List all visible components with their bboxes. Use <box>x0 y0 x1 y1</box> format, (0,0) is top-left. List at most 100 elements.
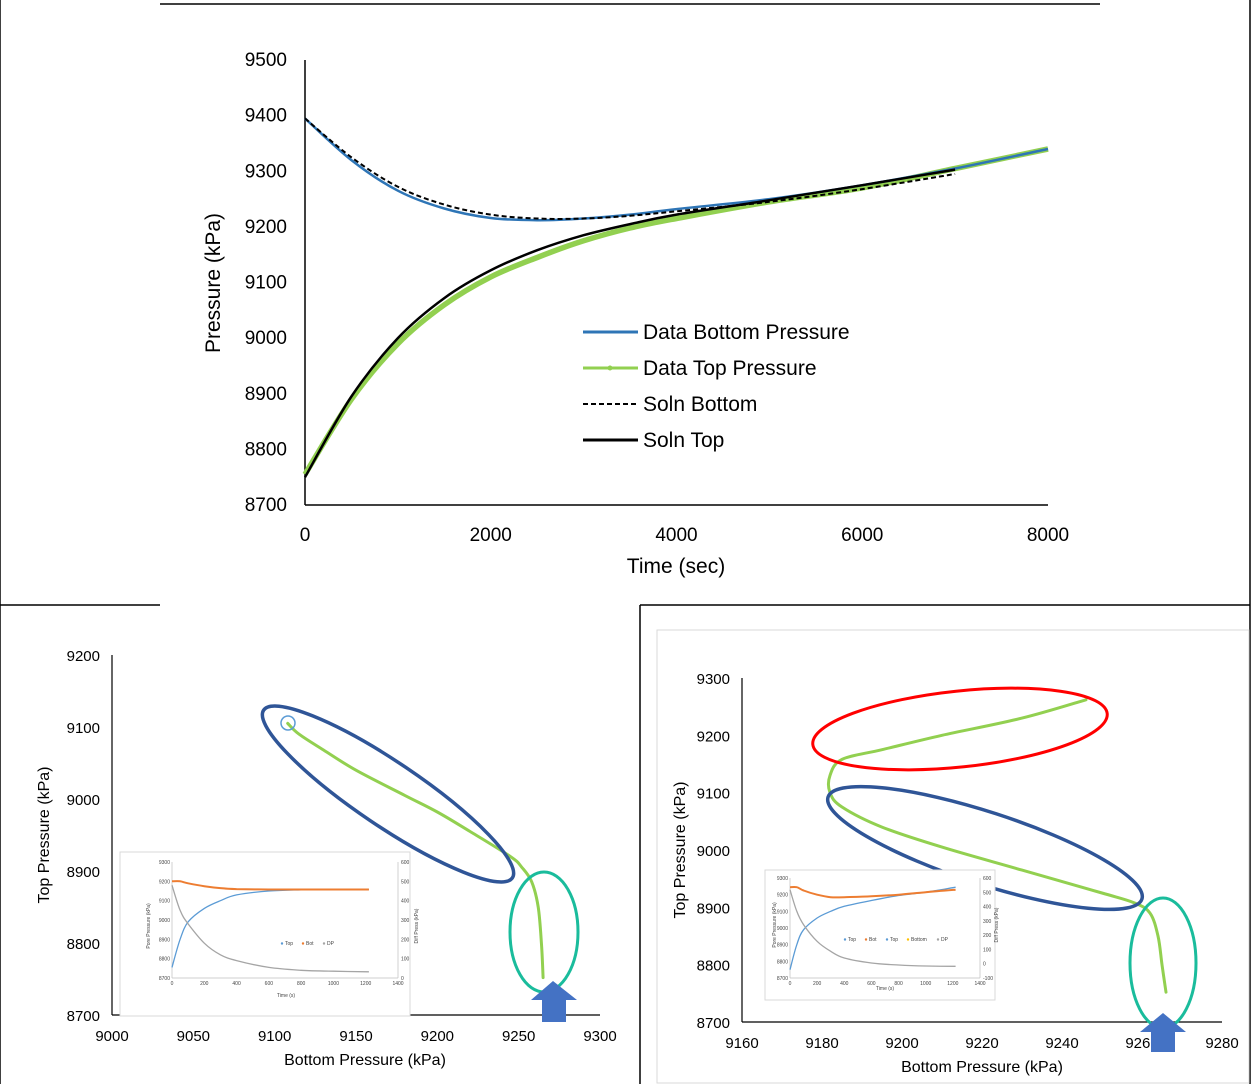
bl-y-tick-label: 8900 <box>67 864 100 881</box>
bl-y-tick-label: 8700 <box>67 1008 100 1025</box>
bottom-right-chart: 8700 8800 8900 9000 9100 9200 9300 9160 9180 920… <box>656 629 1250 1084</box>
main-x-tick-label: 8000 <box>1027 525 1069 546</box>
main-series-data-top-pressure <box>302 146 1049 476</box>
bl-inset-y2-tick: 0 <box>401 976 404 982</box>
br-inset-series-dp <box>789 889 956 967</box>
br-y-tick-label: 8700 <box>697 1015 730 1032</box>
main-x-tick-label: 0 <box>300 525 311 546</box>
br-x-axis-label: Bottom Pressure (kPa) <box>901 1059 1063 1076</box>
br-x-tick-label: 9160 <box>725 1035 758 1052</box>
br-inset-y2-tick: 100 <box>983 947 992 953</box>
br-inset-legend-marker <box>864 938 868 941</box>
main-x-tick-label: 6000 <box>841 525 883 546</box>
main-series-soln-bottom <box>304 117 956 220</box>
bl-inset-legend-marker <box>322 942 326 945</box>
main-y-tick-label: 9300 <box>245 161 287 182</box>
bl-inset-legend-label: Top <box>285 941 293 947</box>
bl-inset-y-tick: 8800 <box>159 957 170 963</box>
bl-inset-y2-tick: 600 <box>401 860 410 866</box>
bl-series <box>286 721 545 980</box>
main-y-tick-label: 8800 <box>245 439 287 460</box>
main-x-ticks: 0 2000 4000 6000 8000 <box>300 525 1069 546</box>
br-x-tick-label: 9220 <box>965 1035 998 1052</box>
br-inset-y-tick: 8900 <box>777 943 788 949</box>
bl-inset-series-bot <box>171 880 369 891</box>
br-y-tick-label: 8900 <box>697 900 730 917</box>
main-x-tick-label: 2000 <box>470 525 512 546</box>
br-inset-y-tick: 8800 <box>777 959 788 965</box>
bl-inset-ylabel: Pore Pressure (kPa) <box>146 903 152 949</box>
bl-inset-xlabel: Time (s) <box>277 993 295 999</box>
br-inset-legend-marker <box>885 938 889 941</box>
legend-marker-data-top <box>607 365 613 371</box>
br-inset-legend-label: Top <box>890 937 898 943</box>
main-y-tick-label: 9200 <box>245 217 287 238</box>
main-legend: Data Bottom Pressure Data Top Pressure S… <box>583 321 850 452</box>
bl-inset-y2-tick: 500 <box>401 879 410 885</box>
br-inset-legend-marker <box>936 938 940 941</box>
main-series-data-bottom-pressure <box>304 117 1049 222</box>
br-y-tick-label: 9200 <box>697 728 730 745</box>
br-red-ellipse <box>811 686 1109 772</box>
br-inset-y2-tick: 400 <box>983 905 992 911</box>
br-inset-x-tick: 1200 <box>947 981 958 987</box>
br-inset-y-tick: 9100 <box>777 909 788 915</box>
bl-inset-legend-marker <box>301 942 305 945</box>
bl-inset-x-tick: 1400 <box>392 981 403 987</box>
legend-label-soln-bottom: Soln Bottom <box>643 393 757 416</box>
bl-y-tick-label: 8800 <box>67 936 100 953</box>
br-y-tick-label: 8800 <box>697 958 730 975</box>
legend-label-data-bottom: Data Bottom Pressure <box>643 321 850 344</box>
bl-inset-y2-tick: 200 <box>401 937 410 943</box>
br-inset-legend-label: Bot <box>869 937 877 943</box>
br-panel-border <box>656 629 1250 1084</box>
br-inset-ylabel: Pore Pressure (kPa) <box>772 902 778 948</box>
br-inset-legend-marker <box>906 938 910 941</box>
main-y-tick-label: 9500 <box>245 50 287 71</box>
bl-y-axis-label: Top Pressure (kPa) <box>36 767 53 904</box>
bl-up-arrow <box>531 981 577 1022</box>
br-x-ticks: 9160 9180 9200 9220 9240 9260 9280 <box>725 1035 1238 1052</box>
br-inset-legend-label: Top <box>848 937 856 943</box>
br-inset-x-tick: 600 <box>867 981 876 987</box>
bl-inset-chart: 0 200 400 600 800 1000 1200 1400870088008900900… <box>119 851 420 1017</box>
br-inset-x-tick: 0 <box>789 981 792 987</box>
br-inset-x-tick: 1000 <box>920 981 931 987</box>
main-y-tick-label: 9000 <box>245 328 287 349</box>
bottom-left-chart: 8700 8800 8900 9000 9100 9200 9000 9050 9100 915… <box>36 648 617 1069</box>
br-y-axis-label: Top Pressure (kPa) <box>672 782 689 919</box>
bl-y-tick-label: 9200 <box>67 648 100 665</box>
bl-inset-x-tick: 400 <box>232 981 241 987</box>
main-y-tick-label: 8900 <box>245 384 287 405</box>
br-inset-chart: 0 200 400 600 800 1000 1200 1400870088008900900… <box>764 869 1000 1001</box>
bl-series-line <box>286 721 545 980</box>
bl-inset-y-tick: 8900 <box>159 937 170 943</box>
bl-inset-x-tick: 1000 <box>328 981 339 987</box>
br-x-tick-label: 9200 <box>885 1035 918 1052</box>
br-inset-y-tick: 8700 <box>777 976 788 982</box>
bl-inset-x-tick: 0 <box>171 981 174 987</box>
bl-start-circle <box>280 715 296 731</box>
bl-inset-y-tick: 9200 <box>159 879 170 885</box>
br-inset-y2label: Diff Press (kPa) <box>994 907 1000 942</box>
bl-inset-y-tick: 9300 <box>159 860 170 866</box>
bl-inset-y2-tick: 400 <box>401 899 410 905</box>
legend-label-data-top: Data Top Pressure <box>643 357 817 380</box>
main-series-soln-top <box>303 168 956 478</box>
bl-inset-x-tick: 200 <box>200 981 209 987</box>
main-y-axis-label: Pressure (kPa) <box>202 213 225 353</box>
br-inset-y-tick: 9200 <box>777 893 788 899</box>
br-axes <box>741 678 1222 1023</box>
br-inset-legend-label: Bottom <box>911 937 927 943</box>
br-series-line <box>827 698 1168 994</box>
br-inset-y-tick: 9000 <box>777 926 788 932</box>
br-x-tick-label: 9280 <box>1205 1035 1238 1052</box>
br-x-tick-label: 9240 <box>1045 1035 1078 1052</box>
br-inset-x-tick: 800 <box>894 981 903 987</box>
bl-y-tick-label: 9100 <box>67 720 100 737</box>
bl-inset-legend-label: Bot <box>306 941 314 947</box>
bl-inset-x-tick: 800 <box>297 981 306 987</box>
br-y-tick-label: 9300 <box>697 671 730 688</box>
br-inset-x-tick: 1400 <box>974 981 985 987</box>
